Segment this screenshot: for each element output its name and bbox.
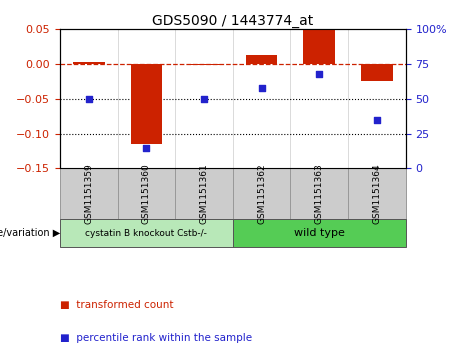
Point — [258, 85, 266, 90]
Bar — [303, 30, 335, 64]
Bar — [233, 168, 290, 219]
Bar — [130, 64, 162, 144]
Bar — [73, 62, 105, 64]
Bar — [60, 219, 233, 247]
Text: GSM1151362: GSM1151362 — [257, 164, 266, 224]
Text: ■  percentile rank within the sample: ■ percentile rank within the sample — [60, 333, 252, 343]
Text: GSM1151361: GSM1151361 — [200, 164, 208, 224]
Point — [373, 117, 381, 123]
Text: GSM1151360: GSM1151360 — [142, 164, 151, 224]
Bar — [348, 168, 406, 219]
Point — [85, 96, 92, 102]
Point — [200, 96, 207, 102]
Bar — [290, 168, 348, 219]
Bar — [60, 168, 118, 219]
Text: GSM1151363: GSM1151363 — [315, 164, 324, 224]
Bar — [188, 64, 220, 65]
Bar — [175, 168, 233, 219]
Text: GSM1151364: GSM1151364 — [372, 164, 381, 224]
Bar — [361, 64, 393, 81]
Bar — [118, 168, 175, 219]
Point — [315, 71, 323, 77]
Text: ■  transformed count: ■ transformed count — [60, 300, 173, 310]
Text: GSM1151359: GSM1151359 — [84, 164, 93, 224]
Bar — [233, 219, 406, 247]
Title: GDS5090 / 1443774_at: GDS5090 / 1443774_at — [152, 14, 313, 28]
Bar — [246, 55, 278, 64]
Text: genotype/variation ▶: genotype/variation ▶ — [0, 228, 60, 238]
Text: wild type: wild type — [294, 228, 345, 238]
Text: cystatin B knockout Cstb-/-: cystatin B knockout Cstb-/- — [85, 229, 207, 238]
Point — [142, 144, 150, 150]
